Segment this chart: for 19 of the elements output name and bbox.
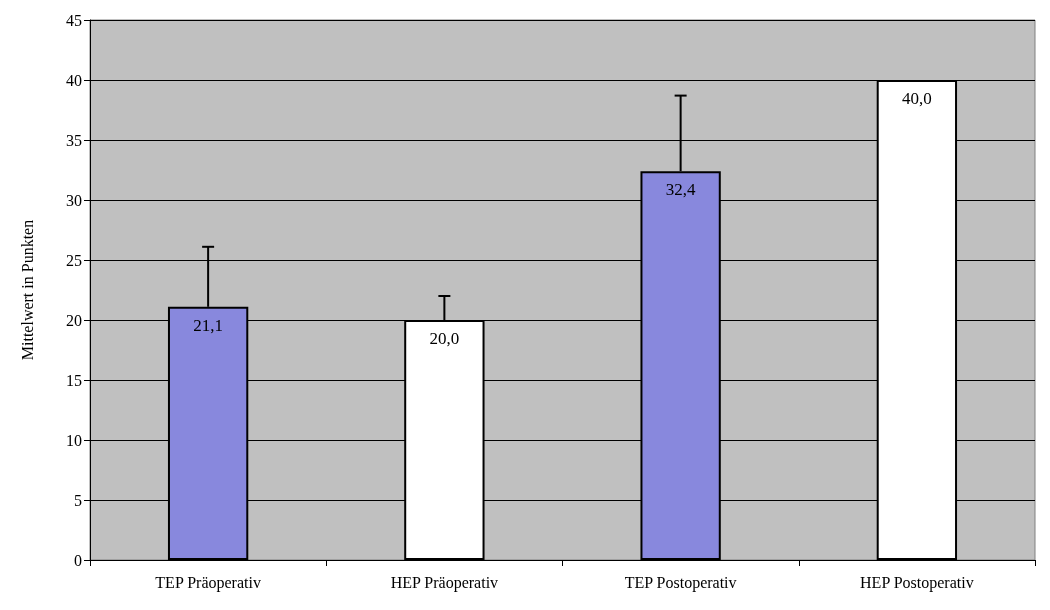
y-tick-label: 15 bbox=[66, 371, 82, 389]
data-label: 40,0 bbox=[902, 89, 932, 108]
y-tick-label: 5 bbox=[74, 491, 82, 509]
y-tick-label: 20 bbox=[66, 311, 82, 329]
y-tick-label: 10 bbox=[66, 431, 82, 449]
y-tick-label: 30 bbox=[66, 191, 82, 209]
y-tick-label: 35 bbox=[66, 131, 82, 149]
y-tick-label: 45 bbox=[66, 11, 82, 29]
y-axis-title: Mittelwert in Punkten bbox=[18, 219, 36, 361]
x-tick-label: HEP Postoperativ bbox=[860, 573, 974, 592]
y-tick-label: 0 bbox=[74, 551, 82, 569]
data-label: 21,1 bbox=[193, 315, 223, 335]
x-tick-label: TEP Präoperativ bbox=[155, 573, 261, 592]
x-tick-label: HEP Präoperativ bbox=[390, 573, 499, 592]
y-tick-label: 25 bbox=[66, 251, 82, 269]
y-tick-label: 40 bbox=[66, 71, 82, 89]
x-tick-label: TEP Postoperativ bbox=[624, 573, 737, 592]
data-label: 20,0 bbox=[429, 329, 460, 348]
data-label: 32,4 bbox=[665, 180, 696, 200]
